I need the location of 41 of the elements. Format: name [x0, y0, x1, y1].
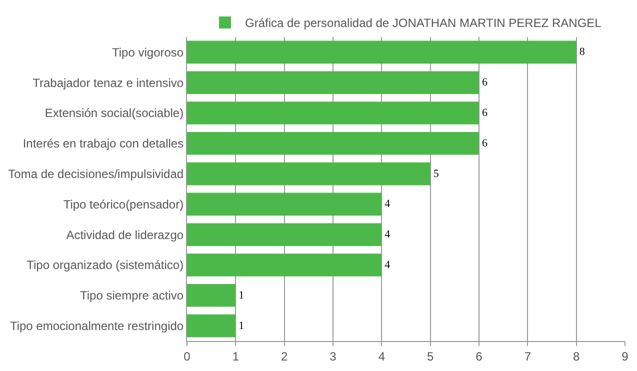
x-tick-label: 9: [622, 349, 629, 364]
bar: [187, 314, 236, 338]
data-label: 1: [238, 289, 244, 302]
bar: [187, 132, 479, 155]
bar: [187, 284, 236, 307]
bar: [187, 254, 382, 276]
data-label: 4: [384, 259, 391, 271]
data-label: 5: [433, 168, 440, 180]
bar: [187, 71, 479, 94]
x-tick-label: 5: [426, 349, 434, 364]
x-tick-label: 0: [184, 349, 191, 364]
bar: [187, 40, 576, 64]
y-tick-label: Extensión social(sociable): [44, 106, 184, 120]
data-label: 1: [238, 320, 244, 332]
y-tick-label: Trabajador tenaz e intensivo: [32, 76, 184, 90]
y-tick-label: Tipo vigoroso: [112, 45, 184, 60]
bar: [187, 162, 430, 186]
x-tick-label: 6: [476, 349, 483, 364]
x-tick-label: 2: [280, 349, 288, 364]
data-label: 8: [579, 46, 586, 58]
x-tick-label: 1: [232, 349, 240, 364]
data-label: 6: [482, 107, 488, 119]
y-tick-label: Tipo organizado (sistemático): [26, 258, 184, 272]
data-label: 4: [384, 198, 391, 210]
y-tick-label: Tipo emocionalmente restringido: [10, 319, 184, 333]
legend-label: Gráfica de personalidad de JONATHAN MARTIN PEREZ RANGEL: [245, 16, 602, 30]
data-label: 6: [482, 137, 488, 150]
y-tick-label: Tipo teórico(pensador): [63, 197, 184, 212]
x-tick-label: 7: [524, 349, 532, 364]
x-tick-label: 3: [330, 349, 337, 364]
x-tick-label: 8: [572, 349, 580, 364]
data-label: 6: [482, 76, 488, 89]
bar: [187, 102, 479, 124]
bar: [187, 223, 382, 246]
y-tick-label: Actividad de liderazgo: [66, 228, 184, 242]
data-label: 4: [384, 228, 391, 241]
x-tick-label: 4: [378, 349, 386, 364]
y-tick-label: Toma de decisiones/impulsividad: [8, 167, 184, 181]
y-tick-label: Interés en trabajo con detalles: [22, 136, 184, 151]
y-tick-label: Tipo siempre activo: [80, 288, 184, 303]
bar: [187, 192, 382, 216]
